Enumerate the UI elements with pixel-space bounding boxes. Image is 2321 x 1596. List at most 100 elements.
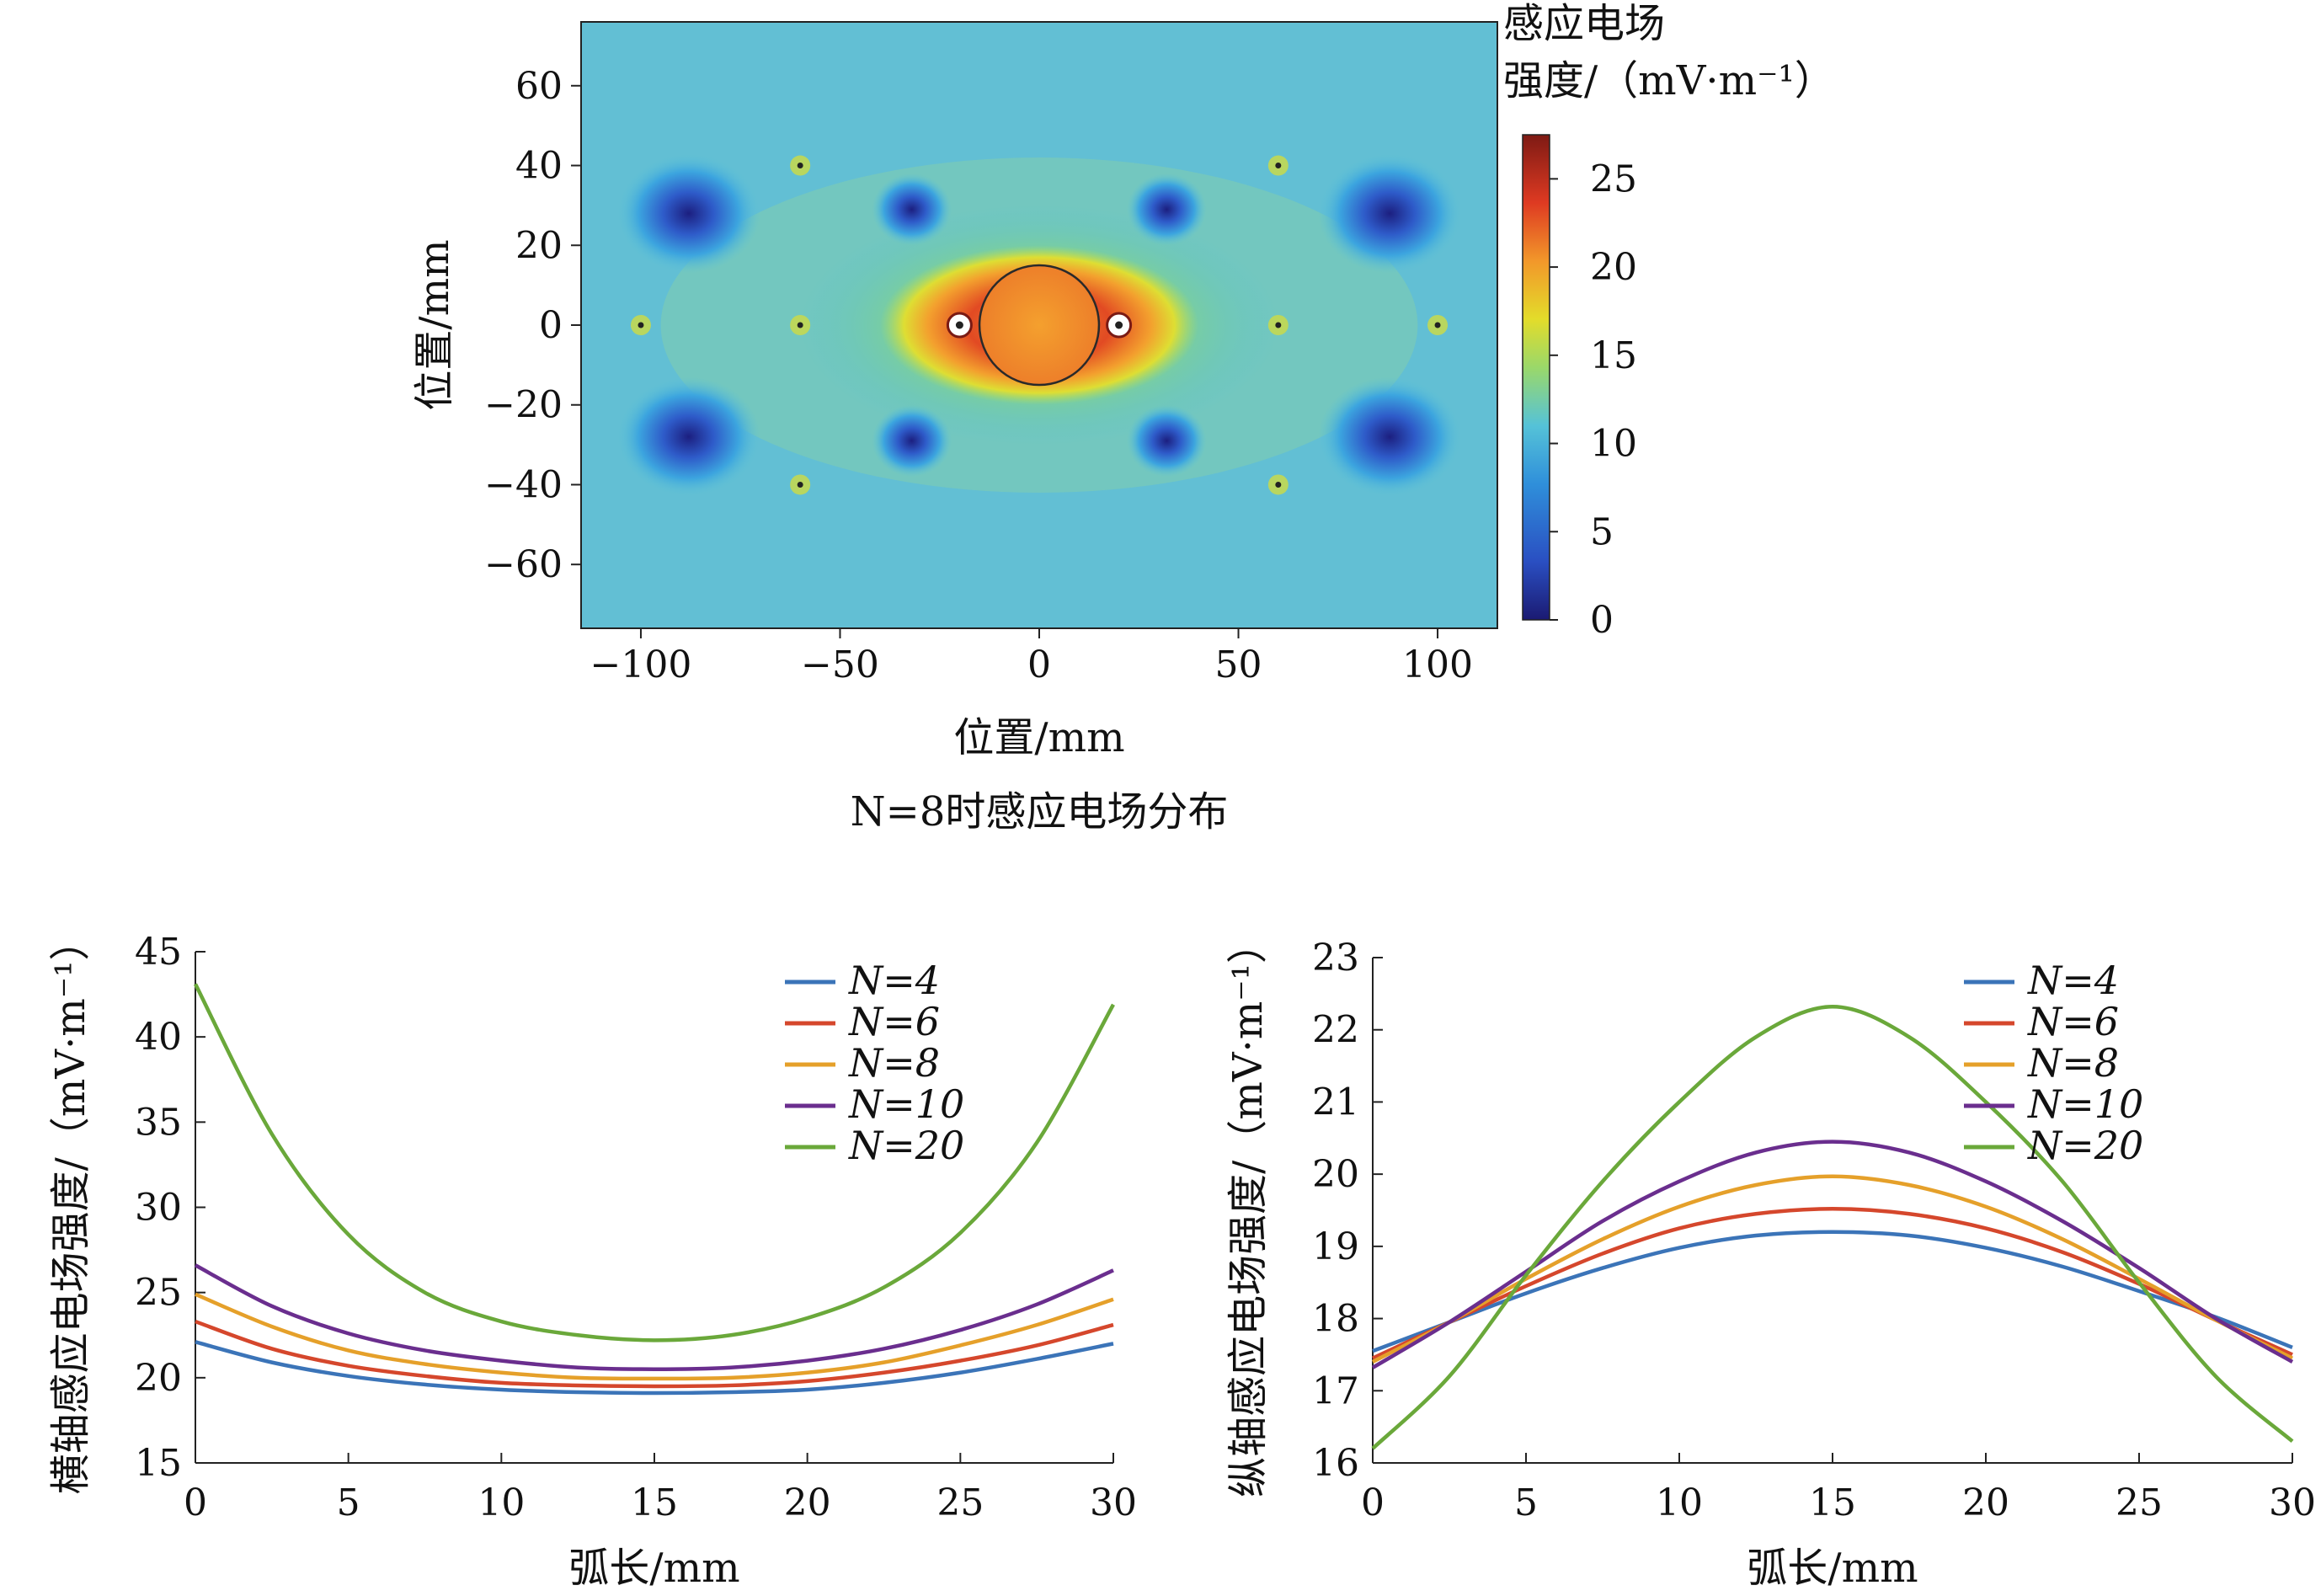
y-tick-label: 45 <box>135 931 182 974</box>
x-tick-label: 25 <box>2116 1481 2163 1524</box>
field-point-marker <box>797 163 803 169</box>
y-tick-label: 21 <box>1312 1081 1359 1124</box>
series-line-N4 <box>1372 1230 2293 1353</box>
legend-label: N=10 <box>2027 1081 2143 1127</box>
y-tick-label: −20 <box>484 384 563 427</box>
field-point-marker <box>797 322 803 328</box>
y-tick-label: 20 <box>515 224 563 267</box>
series-line-N6 <box>195 1319 1114 1389</box>
horizontal-axis-line-chart: 0 5 10 15 20 25 30 15 20 25 30 35 40 45 N=4N=6N=8N=10N… <box>47 921 1137 1592</box>
y-axis-label: 位置/mm <box>411 239 458 410</box>
x-tick-label: 10 <box>478 1481 525 1524</box>
x-tick-label: 100 <box>1402 643 1473 686</box>
field-point-marker <box>638 322 644 328</box>
x-tick-label: 5 <box>1514 1481 1538 1524</box>
colorbar-tick-label: 15 <box>1590 334 1637 377</box>
x-tick-label: 50 <box>1215 643 1262 686</box>
field-minimum <box>616 376 760 497</box>
x-tick-label: 5 <box>337 1481 360 1524</box>
y-tick-label: −40 <box>484 463 563 506</box>
colorbar-tick-label: 5 <box>1590 510 1614 553</box>
x-tick-label: 10 <box>1656 1481 1703 1524</box>
legend-label: N=10 <box>848 1081 964 1127</box>
legend-label: N=20 <box>848 1123 964 1168</box>
y-tick-label: 23 <box>1312 937 1359 979</box>
y-tick-label: 35 <box>135 1101 182 1144</box>
colorbar-title-line1: 感应电场 <box>1503 0 1665 47</box>
colorbar-title-line2: 强度/（mV·m⁻¹） <box>1503 57 1835 104</box>
field-point-marker <box>1434 322 1441 328</box>
y-tick-label: 19 <box>1312 1225 1359 1268</box>
vertical-axis-line-chart: 0 5 10 15 20 25 30 16 17 18 19 20 21 22 23 N=4N=6N=8N=1… <box>1225 923 2316 1592</box>
series-line-N20 <box>1371 1005 2294 1450</box>
coil-wire-center <box>1115 321 1123 329</box>
y-tick-label: 16 <box>1312 1442 1359 1485</box>
colorbar-tick-label: 20 <box>1590 246 1637 289</box>
field-minimum <box>1318 153 1462 274</box>
x-tick-label: 15 <box>631 1481 678 1524</box>
legend-label: N=4 <box>2027 958 2119 1003</box>
coil-wire-center <box>955 321 963 329</box>
colorbar-tick-label: 10 <box>1590 423 1637 466</box>
series-line-N20 <box>193 983 1115 1342</box>
x-tick-label: 30 <box>2269 1481 2316 1524</box>
y-tick-label: 25 <box>135 1272 182 1315</box>
series-line-N10 <box>1371 1140 2294 1369</box>
y-tick-label: 20 <box>1312 1153 1359 1196</box>
y-axis-label: 纵轴感应电场强度/（mV·m⁻¹） <box>1225 923 1272 1497</box>
figure-caption: N=8时感应电场分布 <box>851 788 1229 835</box>
x-tick-label: 0 <box>184 1481 207 1524</box>
x-tick-label: 25 <box>936 1481 984 1524</box>
legend-label: N=8 <box>848 1040 940 1086</box>
y-tick-label: 0 <box>539 304 563 347</box>
field-minimum <box>872 404 952 477</box>
field-minimum <box>872 173 952 246</box>
x-tick-label: 0 <box>1361 1481 1385 1524</box>
field-minimum <box>1127 404 1207 477</box>
series-line-N8 <box>195 1292 1114 1381</box>
x-tick-label: −100 <box>590 643 692 686</box>
x-axis-label: 弧长/mm <box>568 1545 739 1592</box>
field-plot <box>581 22 1497 628</box>
y-tick-label: 18 <box>1312 1298 1359 1341</box>
y-tick-label: 15 <box>135 1442 182 1485</box>
colorbar-tick-label: 0 <box>1590 599 1614 642</box>
heatmap-chart: −100 −50 0 50 100−60−40−200204060位置/mm位置/mmN… <box>411 0 1835 835</box>
series-line-N4 <box>195 1340 1114 1396</box>
coil-circle <box>978 264 1101 387</box>
series-line-N8 <box>1371 1174 2294 1364</box>
legend-label: N=20 <box>2027 1123 2143 1168</box>
x-tick-label: 30 <box>1090 1481 1137 1524</box>
y-tick-label: 40 <box>515 145 563 188</box>
colorbar-tick-label: 25 <box>1590 157 1637 200</box>
x-axis-label: 弧长/mm <box>1747 1545 1918 1592</box>
field-point-marker <box>1275 163 1282 169</box>
field-point-marker <box>1275 322 1282 328</box>
legend-label: N=6 <box>848 999 940 1044</box>
legend-label: N=4 <box>848 958 940 1003</box>
field-minimum <box>616 153 760 274</box>
y-axis-label: 横轴感应电场强度/（mV·m⁻¹） <box>47 921 94 1495</box>
x-tick-label: 20 <box>1962 1481 2009 1524</box>
x-axis-label: 位置/mm <box>953 714 1124 761</box>
legend-label: N=6 <box>2027 999 2119 1044</box>
y-tick-label: 40 <box>135 1016 182 1059</box>
field-point-marker <box>797 481 803 488</box>
y-tick-label: −60 <box>484 543 563 586</box>
series-line-N10 <box>194 1263 1114 1371</box>
x-tick-label: 0 <box>1027 643 1051 686</box>
field-minimum <box>1318 376 1462 497</box>
y-tick-label: 30 <box>135 1187 182 1230</box>
x-tick-label: −50 <box>801 643 879 686</box>
field-point-marker <box>1275 481 1282 488</box>
colorbar <box>1522 134 1550 621</box>
x-tick-label: 15 <box>1809 1481 1856 1524</box>
y-tick-label: 20 <box>135 1357 182 1400</box>
y-tick-label: 17 <box>1312 1369 1359 1412</box>
y-tick-label: 60 <box>515 65 563 108</box>
x-tick-label: 20 <box>784 1481 831 1524</box>
field-minimum <box>1127 173 1207 246</box>
legend-label: N=8 <box>2027 1040 2119 1086</box>
y-tick-label: 22 <box>1312 1009 1359 1052</box>
